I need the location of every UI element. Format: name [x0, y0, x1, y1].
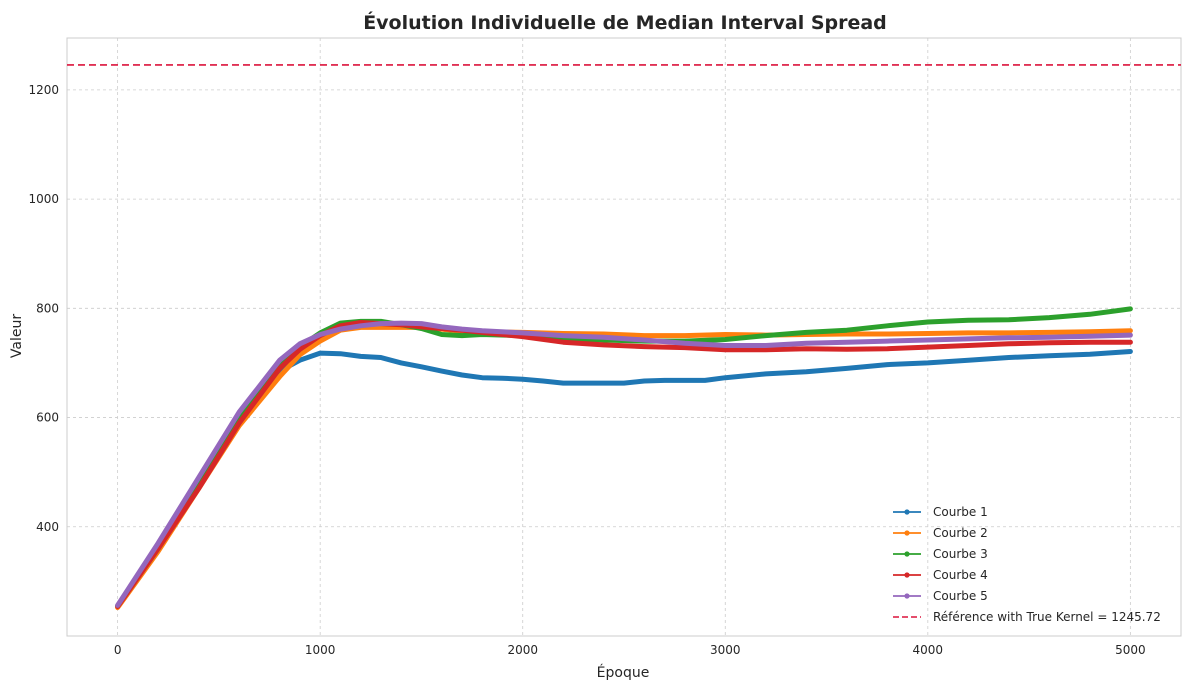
legend-label-courbe-5: Courbe 5	[933, 589, 988, 603]
x-tick-label: 5000	[1115, 643, 1146, 657]
x-tick-label: 0	[114, 643, 122, 657]
y-tick-label: 1000	[28, 192, 59, 206]
x-tick-label: 1000	[305, 643, 336, 657]
legend-label-courbe-4: Courbe 4	[933, 568, 988, 582]
series-line-courbe-5	[115, 320, 1133, 608]
y-tick-label: 800	[36, 301, 59, 315]
x-tick-label: 4000	[913, 643, 944, 657]
y-tick-label: 400	[36, 520, 59, 534]
legend-label-courbe-3: Courbe 3	[933, 547, 988, 561]
tick-labels: 0 1000 2000 3000 4000 5000 400 600 800 1000 1200	[28, 83, 1145, 657]
series-line-courbe-1	[115, 349, 1133, 609]
legend-label-reference: Référence with True Kernel = 1245.72	[933, 610, 1161, 624]
legend-marker-courbe-3	[904, 551, 910, 557]
legend-marker-courbe-1	[904, 509, 910, 515]
grid	[67, 38, 1181, 636]
legend-label-courbe-1: Courbe 1	[933, 505, 988, 519]
y-tick-label: 1200	[28, 83, 59, 97]
x-axis-label: Époque	[597, 664, 650, 681]
series-lines	[115, 306, 1133, 611]
chart-title: Évolution Individuelle de Median Interva…	[363, 11, 887, 34]
legend-marker-courbe-5	[904, 593, 910, 599]
y-axis-label: Valeur	[9, 314, 25, 358]
x-tick-label: 3000	[710, 643, 741, 657]
legend-label-courbe-2: Courbe 2	[933, 526, 988, 540]
x-tick-label: 2000	[507, 643, 538, 657]
legend: Courbe 1 Courbe 2 Courbe 3 Courbe 4 Courbe 5…	[893, 505, 1161, 624]
legend-marker-courbe-2	[904, 530, 910, 536]
series-line-courbe-4	[115, 320, 1133, 609]
y-tick-label: 600	[36, 411, 59, 425]
legend-marker-courbe-4	[904, 572, 910, 578]
